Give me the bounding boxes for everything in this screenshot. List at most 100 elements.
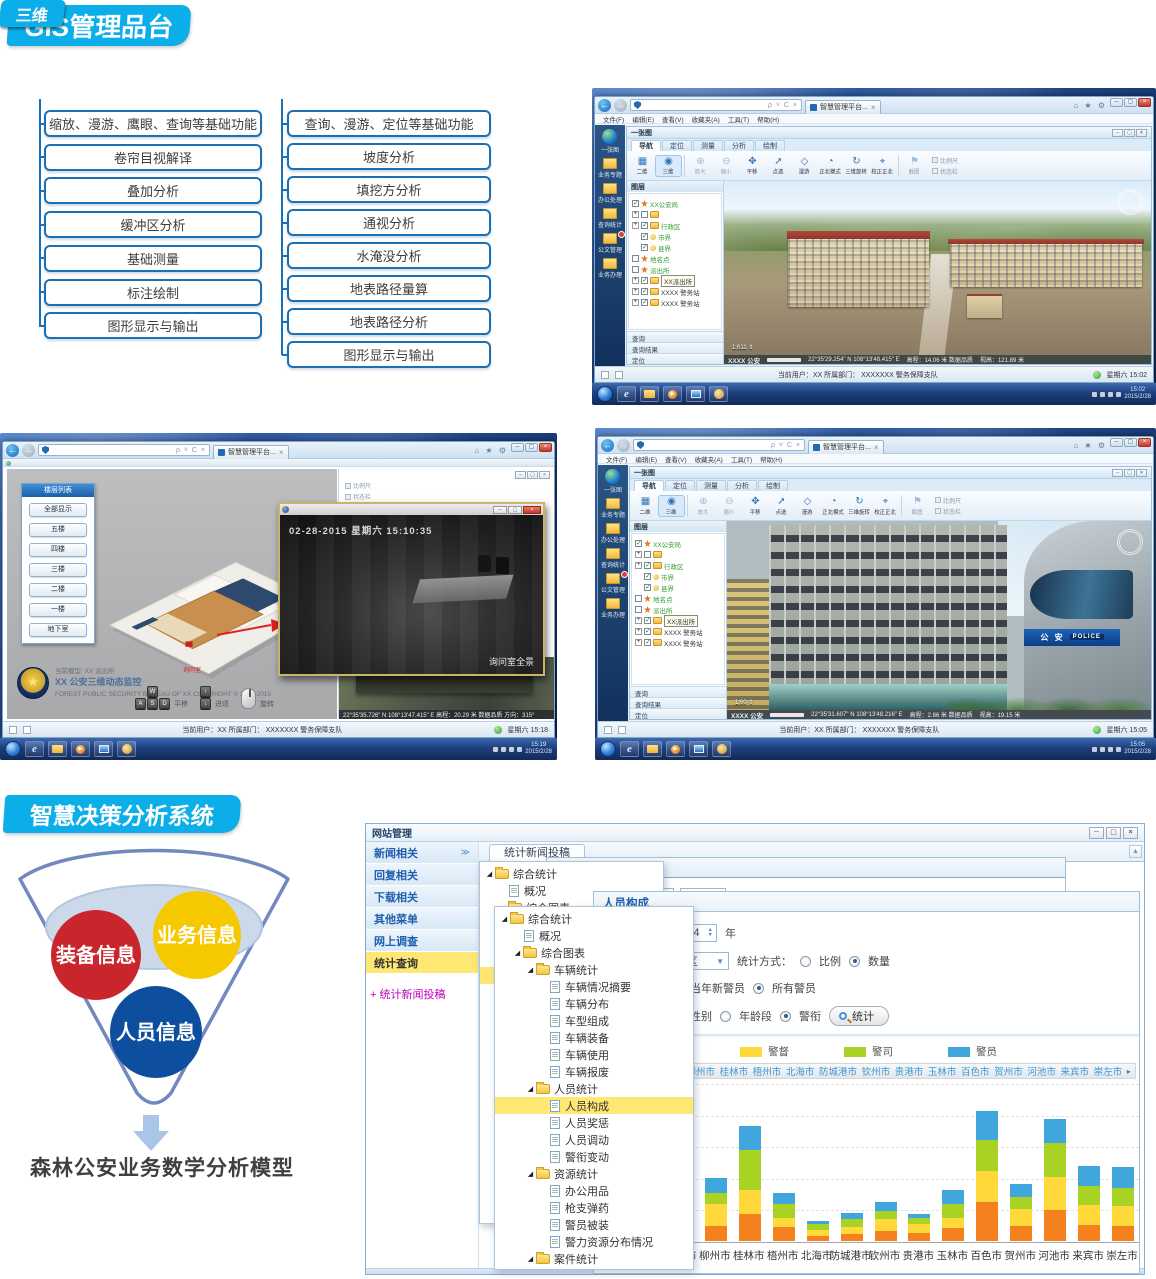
sidebar-item[interactable]: 其他菜单 [366,908,478,930]
layer-checkbox[interactable] [644,551,651,558]
layer-checkbox[interactable] [632,266,639,273]
taskbar-icon-media[interactable]: ▶ [663,386,682,402]
floor-button[interactable]: 二楼 [29,583,87,597]
back-button[interactable]: ← [6,443,19,457]
close-button[interactable]: × [1123,826,1138,839]
floor-button[interactable]: 全部显示 [29,503,87,517]
layer-checkbox[interactable] [644,638,651,646]
layer-tree-row[interactable]: 市界 [631,231,719,242]
forward-button[interactable]: → [614,98,627,112]
layer-checkbox[interactable] [644,561,651,569]
tray-clock[interactable]: 15:02 2015/2/28 [1124,387,1151,402]
layer-tree-row[interactable]: + XX派出所 [634,614,722,627]
layer-tree-row[interactable]: + XXXX 警务站 [634,626,722,637]
app-sidebar-item[interactable]: 业务专题 [601,498,625,519]
tree-item[interactable]: 警衔变动 [495,1148,693,1165]
radio-数量[interactable] [849,955,860,967]
city-tab[interactable]: 百色市 [961,1067,990,1078]
tree-item[interactable]: 概况 [480,882,663,899]
layer-tree-row[interactable]: + 行政区 [631,220,719,231]
tool-button[interactable]: ⌖ 校正正北 [873,496,898,516]
tool-button[interactable]: ◇ 漫游 [792,156,817,176]
tray-clock[interactable]: 15:05 2015/2/28 [1124,742,1151,757]
stats-news-link[interactable]: + 统计新闻投稿 [370,989,446,1001]
layer-tree-row[interactable]: 地名点 [631,253,719,264]
menu-item[interactable]: 文件(F) [606,456,628,464]
tree-item[interactable]: 警员被装 [495,1216,693,1233]
expand-icon[interactable]: + [632,211,639,218]
ribbon-tab[interactable]: 绘制 [758,480,788,491]
accordion-header[interactable]: 定位 [627,353,723,365]
sidebar-item[interactable]: 统计查询 [366,952,478,974]
maximize-button[interactable]: ▢ [527,471,538,479]
app-sidebar-item[interactable]: 一张图 [601,129,619,154]
city-tab[interactable]: 河池市 [1027,1067,1056,1078]
address-bar[interactable]: ρ ˅ Ϲ × [630,99,802,111]
accordion-header[interactable]: 定位 [630,708,726,720]
floor-button[interactable]: 一楼 [29,603,87,617]
taskbar-icon-gis[interactable] [709,386,728,402]
toolbar-checkbox[interactable]: 比例尺 [345,481,371,490]
layer-tree-row[interactable]: 派出所 [631,264,719,275]
compass-icon[interactable] [1117,529,1143,555]
taskbar-icon-explorer[interactable] [640,386,659,402]
tool-button[interactable]: ◔ 正北模式 [821,496,846,516]
tab-close-icon[interactable]: × [870,102,876,112]
layer-tree-row[interactable]: 派出所 [634,604,722,615]
tree-item[interactable]: 警力资源分布情况 [495,1233,693,1250]
app-sidebar-item[interactable]: 查询统计 [601,548,625,569]
minimize-button[interactable]: ─ [493,505,507,514]
city-tab[interactable]: 防城港市 [818,1067,857,1078]
tree-item[interactable]: ◢ 综合统计 [480,865,663,882]
expand-icon[interactable]: + [632,288,639,295]
tab-close-icon[interactable]: × [873,442,879,452]
back-button[interactable]: ← [601,438,614,452]
toolbar-checkbox[interactable]: 状态栏 [345,492,371,501]
toolbar-checkbox[interactable]: 比例尺 [935,496,961,505]
map-viewport[interactable]: 公 安 POLICE 1:60 ⇕ XXXX 公安 22°35'31.607" N 10… [727,521,1151,719]
ribbon-tab[interactable]: 分析 [724,140,754,151]
tray-clock[interactable]: 15:19 2015/2/28 [525,742,552,757]
tree-item[interactable]: 车辆报废 [495,1063,693,1080]
taskbar-icon-media[interactable]: ▶ [71,741,90,757]
tool-button[interactable]: ◇ 漫游 [795,496,820,516]
sidebar-item[interactable]: 新闻相关 ≫ [366,842,478,864]
toolbar-checkbox[interactable]: 状态栏 [932,167,958,176]
tool-button[interactable]: ⊖ 缩小 [717,496,742,516]
accordion-header[interactable]: 查询结果 [627,342,723,354]
maximize-button[interactable]: ▢ [525,443,538,452]
city-tab[interactable]: 玉林市 [927,1067,957,1078]
menu-item[interactable]: 帮助(H) [757,116,780,124]
city-tab[interactable]: 北海市 [785,1067,815,1078]
tool-button[interactable]: ➚ 点选 [766,156,791,176]
app-sidebar-item[interactable]: 公文管理 [601,571,628,594]
sidebar-item[interactable]: 网上调查 [366,930,478,952]
layer-tree-row[interactable]: + XXXX 警务站 [631,297,719,308]
app-sidebar-item[interactable]: 一张图 [604,469,622,494]
city-tab[interactable]: 梧州市 [752,1067,782,1078]
start-button[interactable] [597,386,613,402]
close-button[interactable]: × [539,471,550,479]
back-button[interactable]: ← [598,98,611,112]
sidebar-item[interactable]: 回复相关 [366,864,478,886]
layer-checkbox[interactable] [644,583,651,591]
menu-item[interactable]: 编辑(E) [632,116,654,124]
city-tab[interactable]: 来宾市 [1060,1067,1089,1078]
tree-item[interactable]: 概况 [495,927,693,944]
compass-icon[interactable] [1117,189,1143,215]
close-button[interactable]: × [1138,438,1151,447]
close-button[interactable]: × [539,443,552,452]
tree-item[interactable]: 人员奖惩 [495,1114,693,1131]
tree-item[interactable]: 车型组成 [495,1012,693,1029]
layer-tree-row[interactable]: + 行政区 [634,560,722,571]
taskbar-icon-explorer[interactable] [48,741,67,757]
expand-icon[interactable]: + [632,222,639,229]
accordion-header[interactable]: 查询结果 [630,697,726,709]
city-tab[interactable]: 柳州市 [686,1067,715,1078]
taskbar-icon-media[interactable]: ▶ [666,741,685,757]
minimize-button[interactable]: ─ [1112,128,1123,137]
maximize-button[interactable]: ▢ [1124,468,1135,477]
layer-checkbox[interactable] [641,221,648,229]
tree-item[interactable]: ◢ 车辆统计 [495,961,693,978]
